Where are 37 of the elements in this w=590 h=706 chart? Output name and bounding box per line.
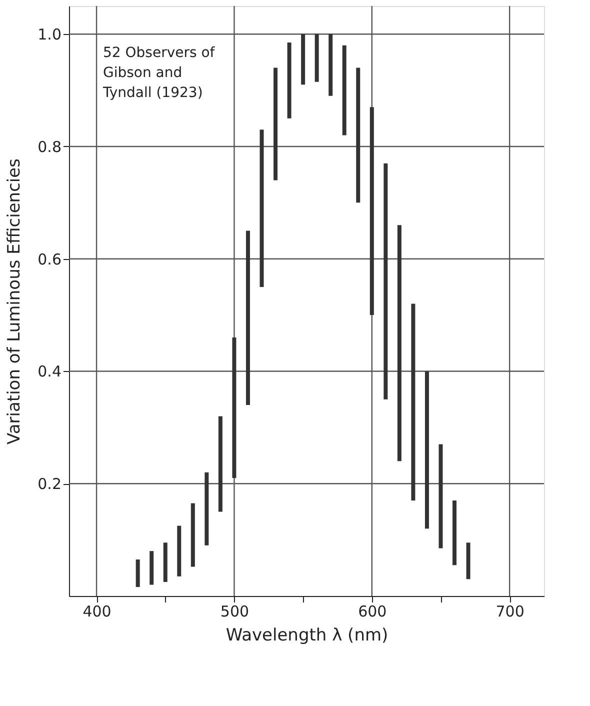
bar [232,338,236,478]
bar [260,130,264,287]
y-tick-label: 0.6 [38,250,62,268]
bar [150,551,154,585]
bar [246,230,250,405]
x-tick-label: 700 [496,602,524,620]
bar [301,34,306,85]
annotation: 52 Observers of Gibson and Tyndall (1923) [102,45,216,101]
x-tick-label: 600 [358,602,387,620]
bar [384,163,388,400]
bar [274,68,278,180]
bar [342,45,346,136]
x-axis-title: Wavelength λ (nm) [226,626,388,646]
bar [397,225,402,462]
bar [356,68,360,203]
bar [438,444,443,548]
bar [411,304,416,500]
bar [177,526,182,576]
bar [204,472,209,546]
bar [218,416,222,512]
bar [370,107,374,316]
y-tick-label: 0.2 [38,475,62,494]
bar [190,503,195,567]
x-tick-label: 400 [82,602,112,620]
y-tick-label: 0.4 [38,362,62,381]
bar [287,42,292,118]
bar [466,542,470,580]
bar [163,542,168,582]
y-axis-title: Variation of Luminous Efficiencies [4,158,25,444]
bar [424,371,429,529]
y-tick-label: 1.0 [38,26,62,44]
bar [452,500,457,566]
x-tick-label: 500 [220,602,250,620]
bar [314,34,319,82]
bar [136,559,140,588]
bar [328,34,333,96]
y-tick-label: 0.8 [38,138,62,156]
